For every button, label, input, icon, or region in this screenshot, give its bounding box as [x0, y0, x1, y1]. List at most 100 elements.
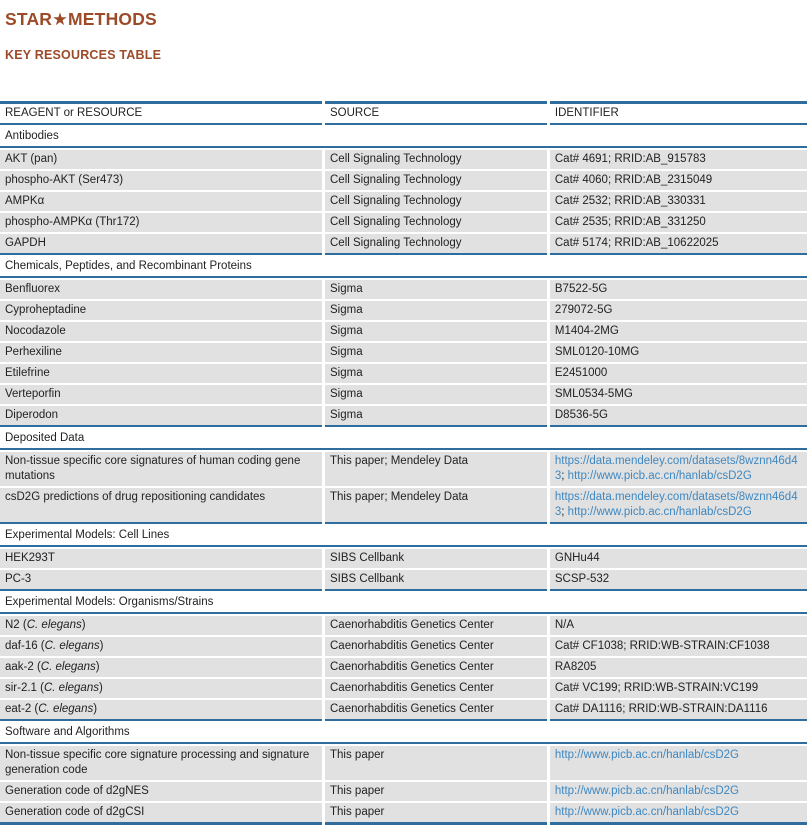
- table-row: Non-tissue specific core signature proce…: [0, 746, 807, 780]
- source-cell: This paper; Mendeley Data: [325, 452, 547, 486]
- table-row: phospho-AMPKα (Thr172) Cell Signaling Tec…: [0, 213, 807, 232]
- column-header-reagent: REAGENT or RESOURCE: [0, 101, 322, 125]
- source-cell: Sigma: [325, 364, 547, 383]
- section-header-row: Antibodies: [0, 127, 807, 148]
- identifier-cell: D8536-5G: [549, 406, 807, 427]
- identifier-cell: RA8205: [549, 658, 807, 677]
- text-segment: ): [95, 661, 100, 673]
- source-cell: Caenorhabditis Genetics Center: [325, 658, 547, 677]
- text-segment: ): [93, 703, 98, 715]
- identifier-cell: Cat# CF1038; RRID:WB-STRAIN:CF1038: [549, 637, 807, 656]
- table-row: Verteporfin Sigma SML0534-5MG: [0, 385, 807, 404]
- table-row: AKT (pan) Cell Signaling Technology Cat# 4…: [0, 150, 807, 169]
- column-header-source: SOURCE: [325, 101, 547, 125]
- identifier-cell: Cat# 2532; RRID:AB_330331: [549, 192, 807, 211]
- section-label: Chemicals, Peptides, and Recombinant Pro…: [0, 257, 807, 278]
- reagent-cell: eat-2 (C. elegans): [0, 700, 322, 721]
- identifier-cell: SML0534-5MG: [549, 385, 807, 404]
- italic-text: C. elegans: [26, 619, 82, 631]
- text-segment: ): [98, 682, 103, 694]
- text-segment: ;: [561, 470, 568, 482]
- source-cell: Cell Signaling Technology: [325, 192, 547, 211]
- identifier-cell: Cat# 4060; RRID:AB_2315049: [549, 171, 807, 190]
- section-header-row: Software and Algorithms: [0, 723, 807, 744]
- section-label: Software and Algorithms: [0, 723, 807, 744]
- section-label: Antibodies: [0, 127, 807, 148]
- text-segment: ): [99, 640, 104, 652]
- text-segment: ;: [561, 506, 568, 518]
- source-cell: Caenorhabditis Genetics Center: [325, 616, 547, 635]
- reagent-cell: daf-16 (C. elegans): [0, 637, 322, 656]
- source-cell: This paper; Mendeley Data: [325, 488, 547, 524]
- source-cell: Sigma: [325, 301, 547, 320]
- source-cell: Caenorhabditis Genetics Center: [325, 637, 547, 656]
- table-row: Perhexiline Sigma SML0120-10MG: [0, 343, 807, 362]
- source-cell: Caenorhabditis Genetics Center: [325, 679, 547, 698]
- identifier-link[interactable]: https://data.mendeley.com/datasets/8wznn…: [554, 491, 798, 518]
- text-segment: daf-16 (: [5, 640, 45, 652]
- source-cell: Cell Signaling Technology: [325, 234, 547, 255]
- text-segment: sir-2.1 (: [5, 682, 44, 694]
- text-segment: ): [81, 619, 86, 631]
- reagent-cell: GAPDH: [0, 234, 322, 255]
- reagent-cell: Non-tissue specific core signature proce…: [0, 746, 322, 780]
- identifier-cell: 279072-5G: [549, 301, 807, 320]
- table-row: GAPDH Cell Signaling Technology Cat# 5174;…: [0, 234, 807, 255]
- star-methods-title: STAR★METHODS: [5, 9, 157, 29]
- reagent-cell: phospho-AKT (Ser473): [0, 171, 322, 190]
- identifier-cell: Cat# 2535; RRID:AB_331250: [549, 213, 807, 232]
- source-cell: Sigma: [325, 343, 547, 362]
- identifier-cell: http://www.picb.ac.cn/hanlab/csD2G: [549, 782, 807, 801]
- reagent-cell: AKT (pan): [0, 150, 322, 169]
- section-header-row: Chemicals, Peptides, and Recombinant Pro…: [0, 257, 807, 278]
- identifier-link[interactable]: http://www.picb.ac.cn/hanlab/csD2G: [554, 785, 739, 797]
- source-cell: Sigma: [325, 280, 547, 299]
- identifier-cell: M1404-2MG: [549, 322, 807, 341]
- table-row: Etilefrine Sigma E2451000: [0, 364, 807, 383]
- reagent-cell: Cyproheptadine: [0, 301, 322, 320]
- section-label: Experimental Models: Organisms/Strains: [0, 593, 807, 614]
- identifier-link[interactable]: http://www.picb.ac.cn/hanlab/csD2G: [567, 470, 752, 482]
- reagent-cell: Nocodazole: [0, 322, 322, 341]
- identifier-link[interactable]: https://data.mendeley.com/datasets/8wznn…: [554, 455, 798, 482]
- reagent-cell: PC-3: [0, 570, 322, 591]
- reagent-cell: N2 (C. elegans): [0, 616, 322, 635]
- section-header-row: Experimental Models: Organisms/Strains: [0, 593, 807, 614]
- key-resources-table: REAGENT or RESOURCE SOURCE IDENTIFIER An…: [0, 99, 807, 827]
- source-cell: Caenorhabditis Genetics Center: [325, 700, 547, 721]
- source-cell: SIBS Cellbank: [325, 549, 547, 568]
- reagent-cell: Non-tissue specific core signatures of h…: [0, 452, 322, 486]
- source-cell: Sigma: [325, 322, 547, 341]
- text-segment: eat-2 (: [5, 703, 39, 715]
- reagent-cell: phospho-AMPKα (Thr172): [0, 213, 322, 232]
- reagent-cell: AMPKα: [0, 192, 322, 211]
- resources-table-body: Antibodies AKT (pan) Cell Signaling Techno…: [0, 127, 807, 825]
- identifier-link[interactable]: http://www.picb.ac.cn/hanlab/csD2G: [554, 806, 739, 818]
- italic-text: C. elegans: [44, 640, 100, 652]
- identifier-cell: N/A: [549, 616, 807, 635]
- source-cell: Cell Signaling Technology: [325, 171, 547, 190]
- section-label: Deposited Data: [0, 429, 807, 450]
- italic-text: C. elegans: [40, 661, 96, 673]
- reagent-cell: Diperodon: [0, 406, 322, 427]
- identifier-cell: SML0120-10MG: [549, 343, 807, 362]
- identifier-cell: Cat# 5174; RRID:AB_10622025: [549, 234, 807, 255]
- identifier-cell: E2451000: [549, 364, 807, 383]
- reagent-cell: sir-2.1 (C. elegans): [0, 679, 322, 698]
- source-cell: Sigma: [325, 406, 547, 427]
- identifier-link[interactable]: http://www.picb.ac.cn/hanlab/csD2G: [554, 749, 739, 761]
- source-cell: Sigma: [325, 385, 547, 404]
- table-row: eat-2 (C. elegans) Caenorhabditis Genetic…: [0, 700, 807, 721]
- identifier-cell: SCSP-532: [549, 570, 807, 591]
- table-row: HEK293T SIBS Cellbank GNHu44: [0, 549, 807, 568]
- table-row: PC-3 SIBS Cellbank SCSP-532: [0, 570, 807, 591]
- reagent-cell: Benfluorex: [0, 280, 322, 299]
- reagent-cell: aak-2 (C. elegans): [0, 658, 322, 677]
- identifier-link[interactable]: http://www.picb.ac.cn/hanlab/csD2G: [567, 506, 752, 518]
- identifier-cell: Cat# DA1116; RRID:WB-STRAIN:DA1116: [549, 700, 807, 721]
- table-row: phospho-AKT (Ser473) Cell Signaling Techn…: [0, 171, 807, 190]
- reagent-cell: csD2G predictions of drug repositioning …: [0, 488, 322, 524]
- identifier-cell: https://data.mendeley.com/datasets/8wznn…: [549, 488, 807, 524]
- table-row: Diperodon Sigma D8536-5G: [0, 406, 807, 427]
